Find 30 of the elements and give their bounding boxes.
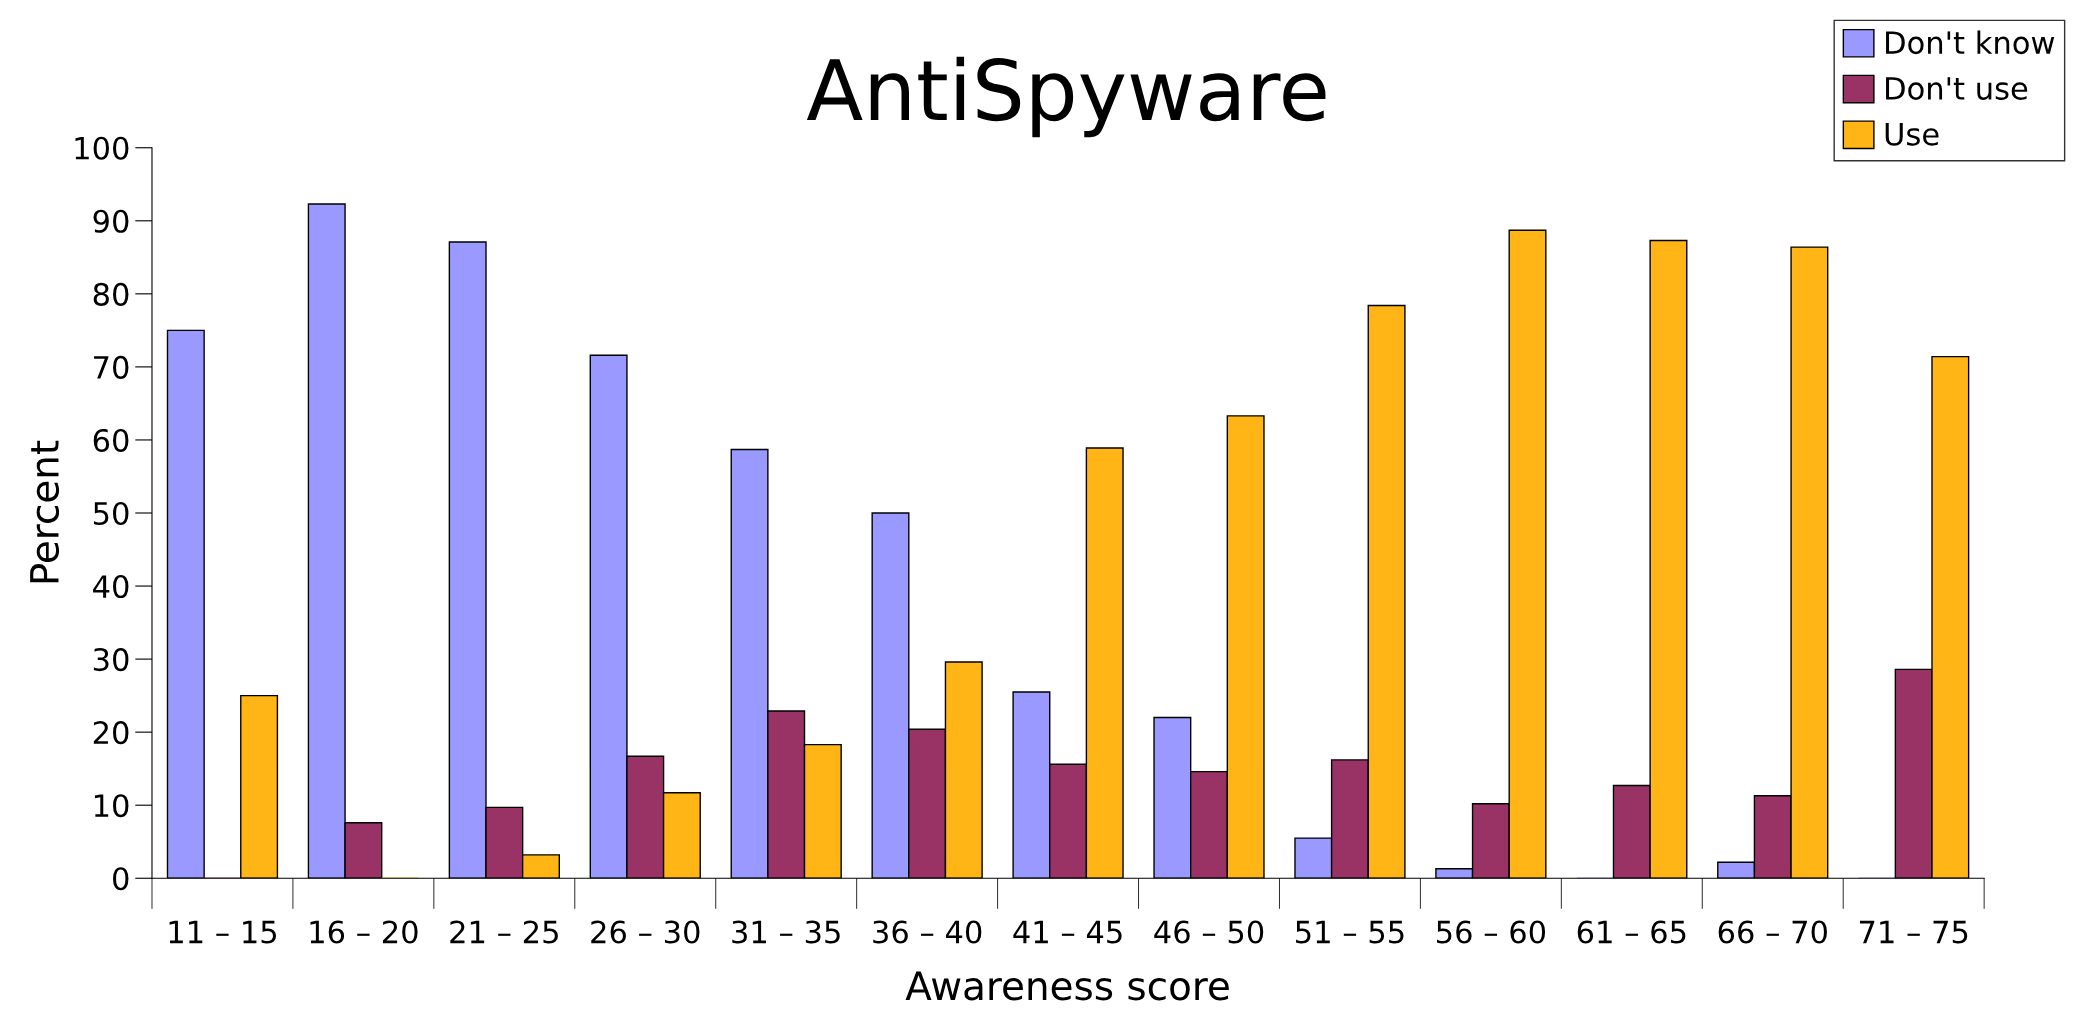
- y-tick-label: 30: [93, 648, 129, 672]
- y-tick-label: 10: [94, 794, 129, 818]
- x-tick-label: 41 – 45: [1013, 920, 1122, 944]
- y-tick-label: 0: [113, 867, 129, 891]
- legend-label: Don't use: [1886, 77, 2028, 100]
- x-tick-label: 11 – 15: [169, 920, 277, 944]
- legend-label: Use: [1885, 122, 1939, 146]
- x-tick-label: 26 – 30: [591, 920, 700, 944]
- x-tick-label: 61 – 65: [1577, 920, 1686, 944]
- y-tick-label: 70: [94, 355, 129, 379]
- x-tick-label: 36 – 40: [873, 920, 982, 944]
- y-tick-label: 20: [93, 721, 129, 745]
- x-tick-label: 51 – 55: [1296, 920, 1404, 944]
- x-tick-label: 46 – 50: [1154, 920, 1264, 944]
- y-axis-title: Percent: [30, 440, 60, 583]
- x-tick-label: 21 – 25: [450, 920, 558, 944]
- x-tick-label: 56 – 60: [1437, 920, 1546, 944]
- x-tick-label: 71 – 75: [1859, 920, 1968, 944]
- y-tick-label: 90: [93, 209, 129, 233]
- legend-label: Don't know: [1886, 30, 2055, 55]
- y-tick-label: 100: [75, 136, 129, 160]
- x-tick-label: 66 – 70: [1718, 920, 1827, 944]
- chart-title: AntiSpyware: [806, 56, 1326, 138]
- y-tick-label: 50: [93, 501, 129, 526]
- y-tick-label: 60: [93, 428, 129, 452]
- x-tick-label: 31 – 35: [732, 920, 840, 944]
- x-tick-label: 16 – 20: [310, 920, 418, 944]
- x-axis-title: Awareness score: [905, 971, 1229, 1001]
- y-tick-label: 80: [93, 282, 129, 306]
- y-tick-label: 40: [93, 574, 129, 599]
